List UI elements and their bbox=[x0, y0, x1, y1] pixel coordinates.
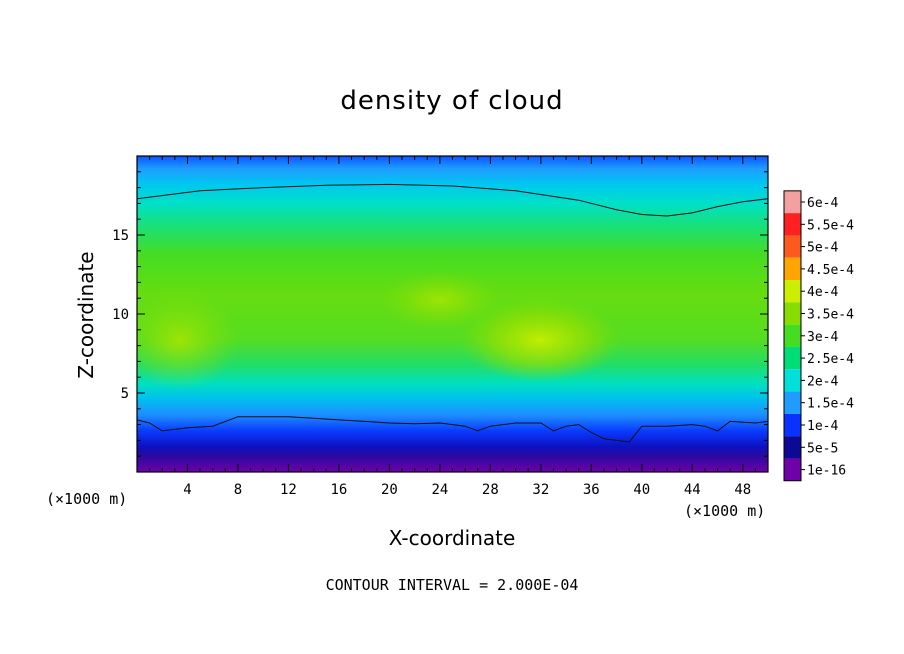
contour-line bbox=[137, 183, 768, 217]
colorbar-label: 3.5e-4 bbox=[807, 308, 854, 323]
colorbar-label: 5e-4 bbox=[807, 241, 838, 256]
x-axis-label-text: X-coordinate bbox=[388, 526, 516, 550]
x-tick-label: 32 bbox=[532, 482, 549, 498]
x-tick-label: 4 bbox=[183, 482, 191, 498]
x-tick-label: 48 bbox=[734, 482, 751, 498]
colorbar-label: 3e-4 bbox=[807, 330, 838, 345]
colorbar-swatch bbox=[784, 369, 801, 392]
density-maximum bbox=[380, 270, 500, 330]
y-tick-label: 10 bbox=[112, 307, 129, 323]
colorbar-swatch bbox=[784, 391, 801, 414]
colorbar-swatch bbox=[784, 257, 801, 281]
x-tick-label: 8 bbox=[234, 482, 242, 498]
colorbar-label: 1e-16 bbox=[807, 464, 846, 479]
colorbar-swatch bbox=[784, 235, 801, 258]
colorbar-label: 4e-4 bbox=[807, 285, 838, 300]
colorbar-label: 5e-5 bbox=[807, 441, 838, 456]
x-axis-label: X-coordinate bbox=[0, 526, 904, 550]
colorbar-swatch bbox=[784, 346, 801, 370]
colorbar-label: 6e-4 bbox=[807, 196, 838, 211]
colorbar-swatch bbox=[784, 436, 801, 459]
colorbar-label: 2.5e-4 bbox=[807, 352, 854, 367]
colorbar-label: 2e-4 bbox=[807, 374, 838, 389]
x-unit-right: (×1000 m) bbox=[684, 502, 766, 520]
x-unit-left: (×1000 m) bbox=[46, 490, 128, 508]
upper-minimum bbox=[465, 156, 605, 174]
x-tick-label: 44 bbox=[684, 482, 701, 498]
colorbar-swatch bbox=[784, 280, 801, 303]
y-tick-label: 15 bbox=[112, 228, 129, 244]
density-maximum bbox=[137, 290, 240, 390]
density-maximum bbox=[460, 298, 620, 382]
chart-title: density of cloud bbox=[340, 86, 564, 116]
colorbar-swatch bbox=[784, 324, 801, 347]
plot-area bbox=[137, 156, 768, 472]
colorbar-swatch bbox=[784, 413, 801, 437]
x-tick-label: 12 bbox=[280, 482, 297, 498]
colorbar-label: 5.5e-4 bbox=[807, 218, 854, 233]
colorbar-label: 4.5e-4 bbox=[807, 263, 854, 278]
colorbar-label: 1e-4 bbox=[807, 419, 838, 434]
colorbar-swatch bbox=[784, 458, 801, 481]
colorbar-swatch bbox=[784, 213, 801, 236]
colorbar-swatch bbox=[784, 302, 801, 325]
x-tick-label: 16 bbox=[330, 482, 347, 498]
x-tick-label: 28 bbox=[482, 482, 499, 498]
contour-interval-note: CONTOUR INTERVAL = 2.000E-04 bbox=[325, 576, 579, 594]
x-tick-label: 40 bbox=[633, 482, 650, 498]
y-tick-label: 5 bbox=[121, 386, 129, 402]
x-tick-label: 36 bbox=[583, 482, 600, 498]
x-tick-label: 24 bbox=[431, 482, 448, 498]
colorbar-label: 1.5e-4 bbox=[807, 397, 854, 412]
x-tick-label: 20 bbox=[381, 482, 398, 498]
colorbar-swatch bbox=[784, 190, 801, 214]
contour-line bbox=[137, 416, 768, 443]
